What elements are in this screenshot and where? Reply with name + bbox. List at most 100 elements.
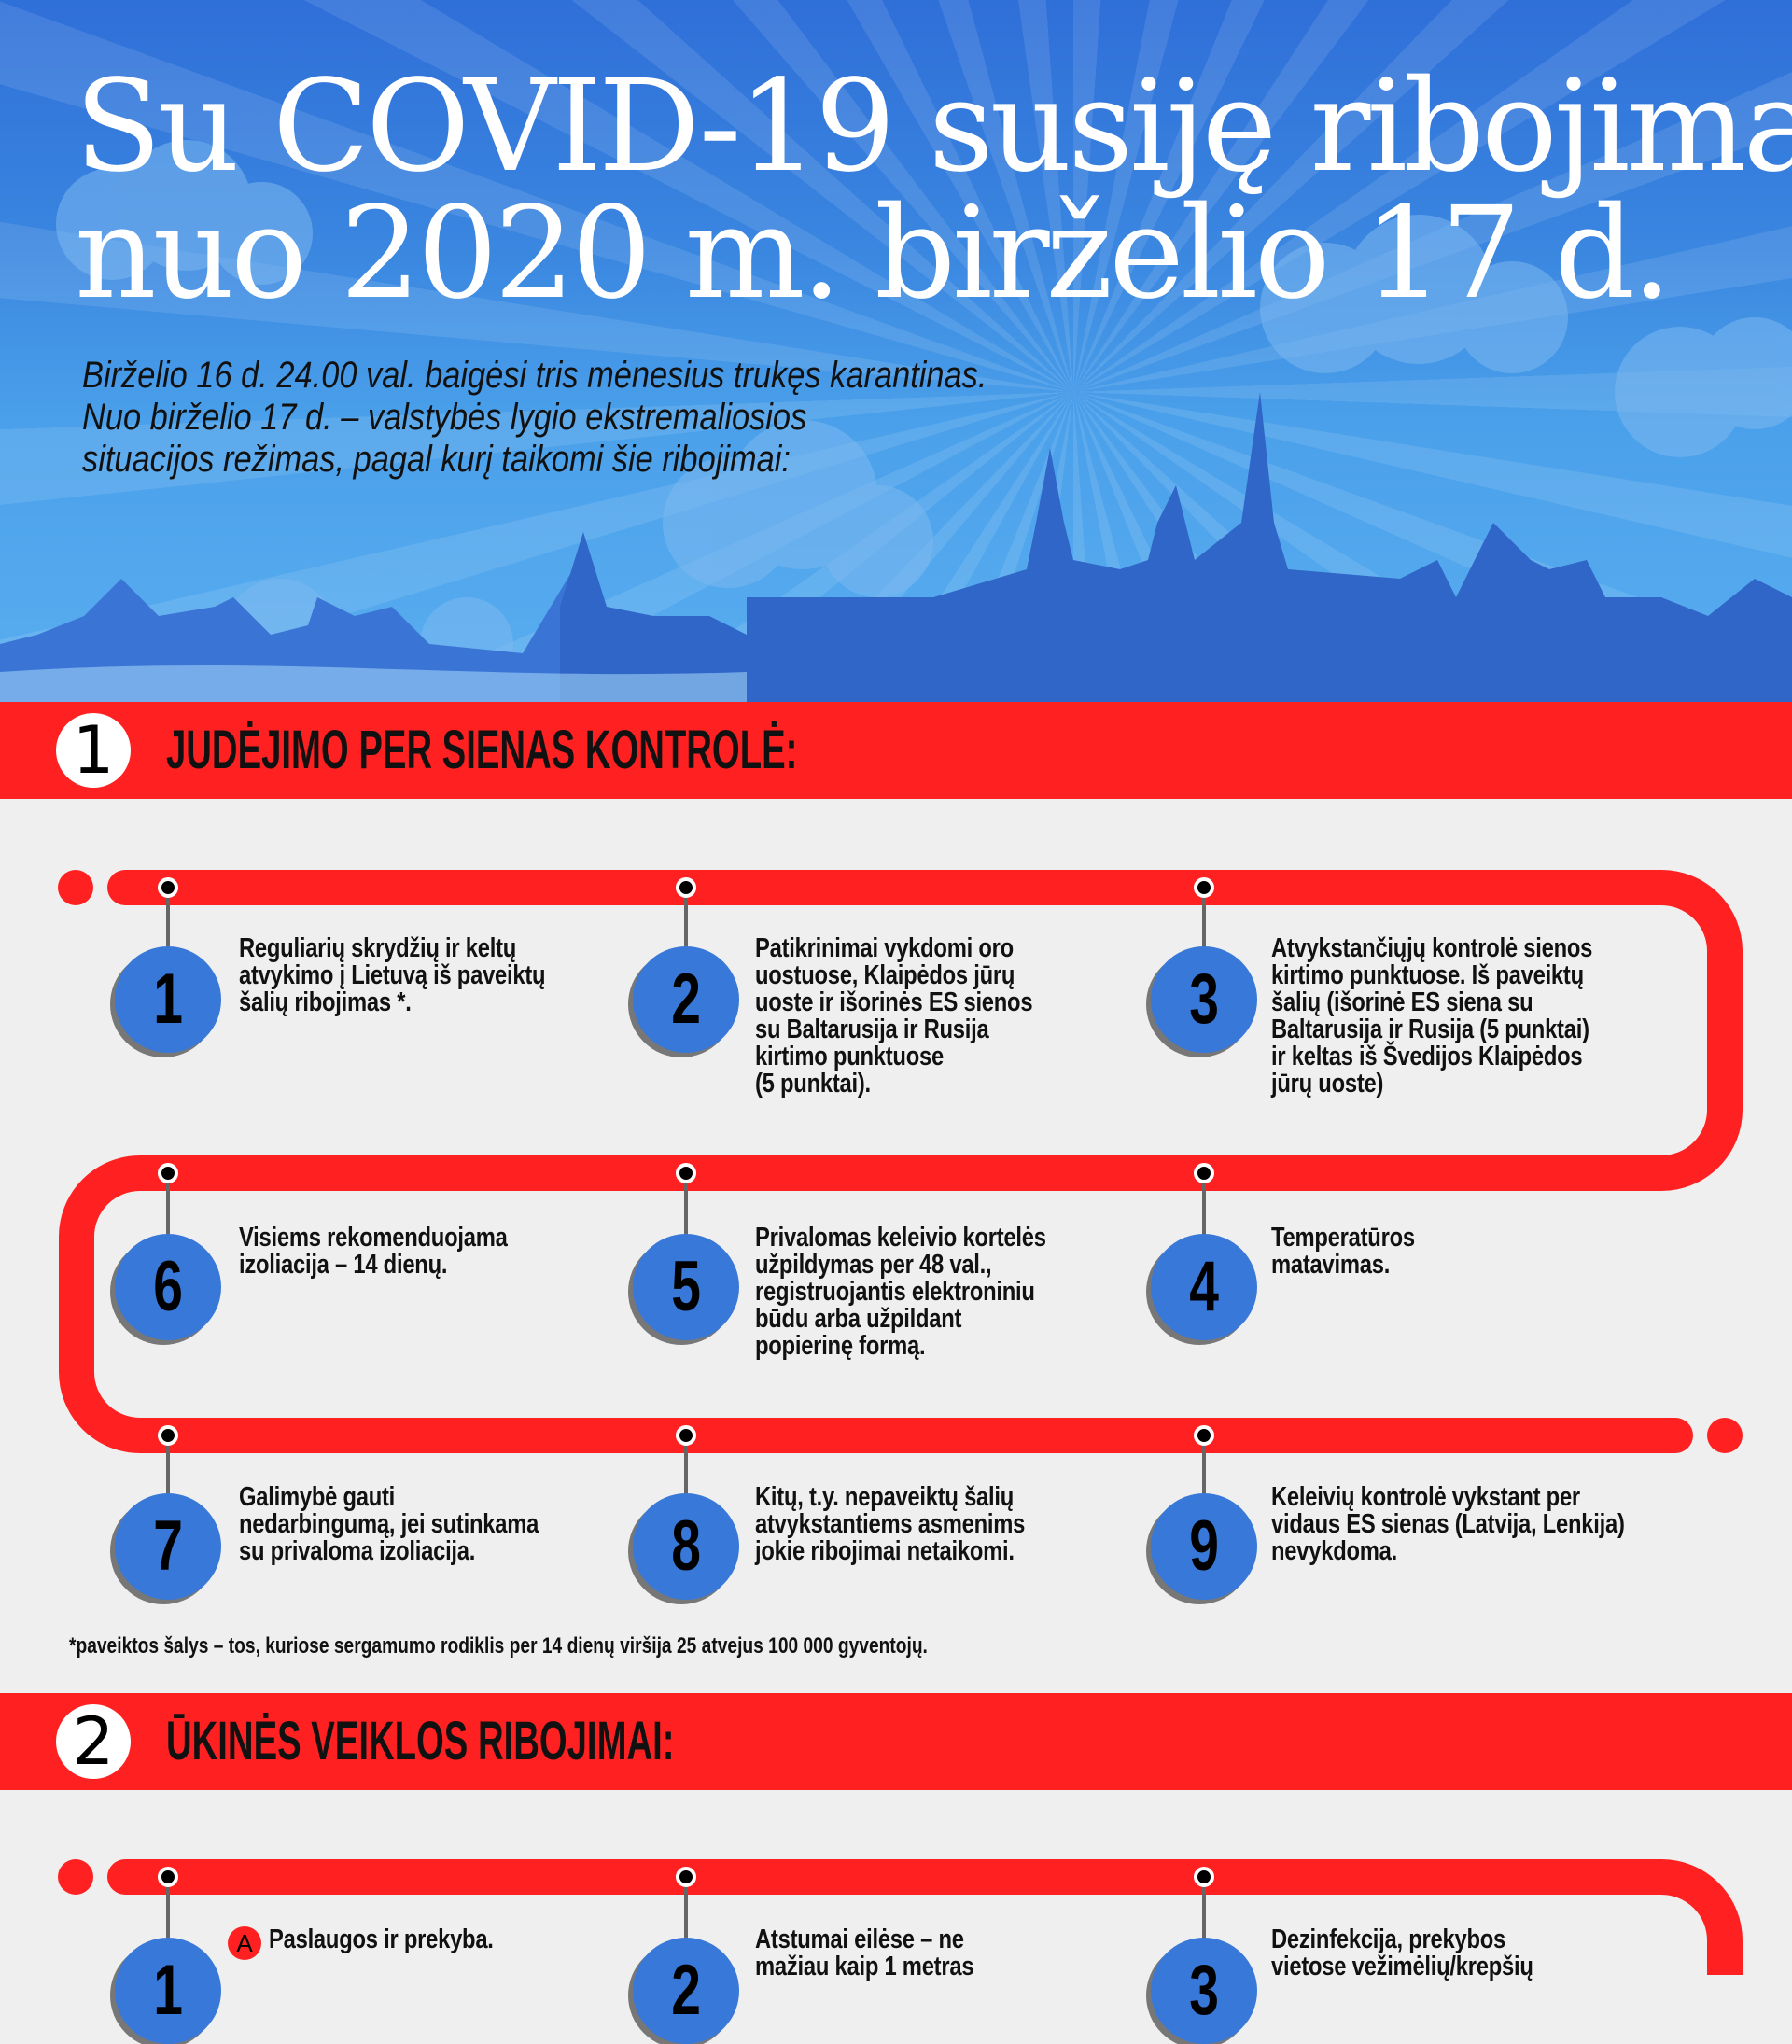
description-line: būdu arba užpildant (755, 1304, 962, 1334)
step-number-badge: 2 (633, 1938, 739, 2044)
page-title: Su COVID-19 susiję ribojimai nuo 2020 m.… (75, 63, 1792, 317)
step-description: Patikrinimai vykdomi oro uostuose, Klaipė… (755, 933, 1033, 1099)
step-number: 6 (153, 1247, 183, 1326)
description-line: atvykstantiems asmenims (755, 1509, 1026, 1539)
step-number-badge: 2 (633, 946, 739, 1053)
description-line: Keleivių kontrolė vykstant per (1271, 1482, 1580, 1512)
intro-text: Birželio 16 d. 24.00 val. baigėsi tris m… (82, 355, 987, 481)
step-description: Paslaugos ir prekyba. (269, 1926, 494, 1953)
description-line: Paslaugos ir prekyba. (269, 1925, 494, 1954)
title-line: Su COVID-19 susiję ribojimai (75, 53, 1792, 201)
description-line: nedarbingumą, jei sutinkama (239, 1509, 539, 1539)
description-line: Galimybė gauti (239, 1482, 396, 1512)
step-number-badge: 5 (633, 1234, 739, 1340)
intro-line: situacijos režimas, pagal kurį taikomi š… (82, 439, 791, 480)
description-line: Patikrinimai vykdomi oro (755, 933, 1014, 963)
section-number: 2 (56, 1704, 131, 1779)
description-line: atvykimo į Lietuvą iš paveiktų (239, 960, 546, 990)
pin-dot (1194, 1867, 1214, 1887)
description-line: kirtimo punktuose. Iš paveiktų (1271, 960, 1584, 990)
description-line: šalių ribojimas *. (239, 987, 412, 1017)
description-line: Atstumai eilėse – ne (755, 1925, 964, 1954)
description-line: uoste ir išorinės ES sienos (755, 987, 1033, 1017)
pin-dot (676, 877, 696, 898)
description-line: izoliacija – 14 dienų. (239, 1250, 448, 1280)
description-line: registruojantis elektroniniu (755, 1277, 1035, 1307)
description-line: jokie ribojimai netaikomi. (755, 1536, 1015, 1566)
step-description: Reguliarių skrydžių ir keltų atvykimo į L… (239, 933, 546, 1017)
pin-dot (158, 1163, 178, 1183)
description-line: vietose vežimėlių/krepšių (1271, 1952, 1533, 1981)
description-line: Visiems rekomenduojama (239, 1223, 508, 1253)
city-skyline-illustration (0, 140, 1792, 702)
step-number-badge: 6 (115, 1234, 221, 1340)
step-number: 1 (153, 1951, 183, 2030)
pin-dot (1194, 1163, 1214, 1183)
section-number: 1 (56, 713, 131, 788)
step-number: 8 (671, 1506, 701, 1586)
description-line: matavimas. (1271, 1250, 1391, 1280)
description-line: kirtimo punktuose (755, 1042, 944, 1071)
pin-dot (158, 1425, 178, 1446)
step-number: 2 (671, 959, 701, 1039)
track-end-dot (1707, 1418, 1743, 1453)
step-description: Privalomas keleivio kortelės užpildymas p… (755, 1225, 1046, 1360)
step-description: Kitų, t.y. nepaveiktų šalių atvykstantiem… (755, 1484, 1025, 1565)
step-number: 9 (1189, 1506, 1219, 1586)
step-number: 7 (153, 1506, 183, 1586)
track-end-dot (58, 870, 93, 905)
description-line: užpildymas per 48 val., (755, 1250, 992, 1280)
description-line: Kitų, t.y. nepaveiktų šalių (755, 1482, 1015, 1512)
description-line: jūrų uoste) (1271, 1069, 1384, 1099)
pin-dot (158, 877, 178, 898)
description-line: Temperatūros (1271, 1223, 1415, 1253)
step-description: Atvykstančiųjų kontrolė sienos kirtimo pu… (1271, 935, 1592, 1098)
pin-dot (158, 1867, 178, 1887)
step-description: Temperatūros matavimas. (1271, 1225, 1415, 1279)
step-number-badge: 8 (633, 1493, 739, 1600)
section-1-header: 1 JUDĖJIMO PER SIENAS KONTROLĖ: (0, 702, 1792, 799)
intro-line: Birželio 16 d. 24.00 val. baigėsi tris m… (82, 355, 987, 396)
track-segment (107, 1859, 1743, 1975)
step-description: Visiems rekomenduojama izoliacija – 14 di… (239, 1225, 508, 1279)
description-line: nevykdoma. (1271, 1536, 1398, 1566)
description-line: popierinę formą. (755, 1331, 926, 1361)
step-description: Atstumai eilėse – ne mažiau kaip 1 metras (755, 1925, 974, 1981)
pin-dot (676, 1867, 696, 1887)
track-end-dot (58, 1859, 93, 1895)
description-line: Baltarusija ir Rusija (5 punktai) (1271, 1015, 1589, 1044)
description-line: (5 punktai). (755, 1069, 871, 1099)
pin-dot (676, 1163, 696, 1183)
description-line: su privaloma izoliacija. (239, 1536, 476, 1566)
step-description: Dezinfekcija, prekybos vietose vežimėlių/… (1271, 1926, 1533, 1981)
step-number: 2 (671, 1951, 701, 2030)
track-segment (59, 870, 1743, 1453)
step-number-badge: 9 (1151, 1493, 1257, 1600)
pin-dot (1194, 1425, 1214, 1446)
description-line: Privalomas keleivio kortelės (755, 1223, 1046, 1253)
description-line: mažiau kaip 1 metras (755, 1952, 974, 1981)
description-line: ir keltas iš Švedijos Klaipėdos (1271, 1042, 1583, 1071)
step-number-badge: 4 (1151, 1234, 1257, 1340)
subsection-tag: A (228, 1926, 261, 1960)
description-line: su Baltarusija ir Rusija (755, 1015, 989, 1044)
timeline-track (58, 870, 1743, 1975)
step-number: 4 (1189, 1247, 1219, 1326)
step-description: Galimybė gauti nedarbingumą, jei sutinkam… (239, 1484, 539, 1565)
description-line: Atvykstančiųjų kontrolė sienos (1271, 933, 1593, 963)
pin-dot (1194, 877, 1214, 898)
description-line: uostuose, Klaipėdos jūrų (755, 960, 1015, 990)
description-line: Reguliarių skrydžių ir keltų (239, 933, 517, 963)
step-number: 1 (153, 959, 183, 1039)
pin-dot (676, 1425, 696, 1446)
step-number: 3 (1189, 959, 1219, 1039)
step-number: 3 (1189, 1951, 1219, 2030)
step-number-badge: 7 (115, 1493, 221, 1600)
description-line: vidaus ES sienas (Latvija, Lenkija) (1271, 1509, 1625, 1539)
step-number: 5 (671, 1247, 701, 1326)
step-description: Keleivių kontrolė vykstant per vidaus ES … (1271, 1484, 1625, 1565)
title-line: nuo 2020 m. birželio 17 d. (75, 180, 1672, 328)
footnote: *paveiktos šalys – tos, kuriose sergamum… (69, 1633, 928, 1659)
section-heading: ŪKINĖS VEIKLOS RIBOJIMAI: (166, 1711, 675, 1771)
intro-line: Nuo birželio 17 d. – valstybės lygio eks… (82, 397, 807, 438)
